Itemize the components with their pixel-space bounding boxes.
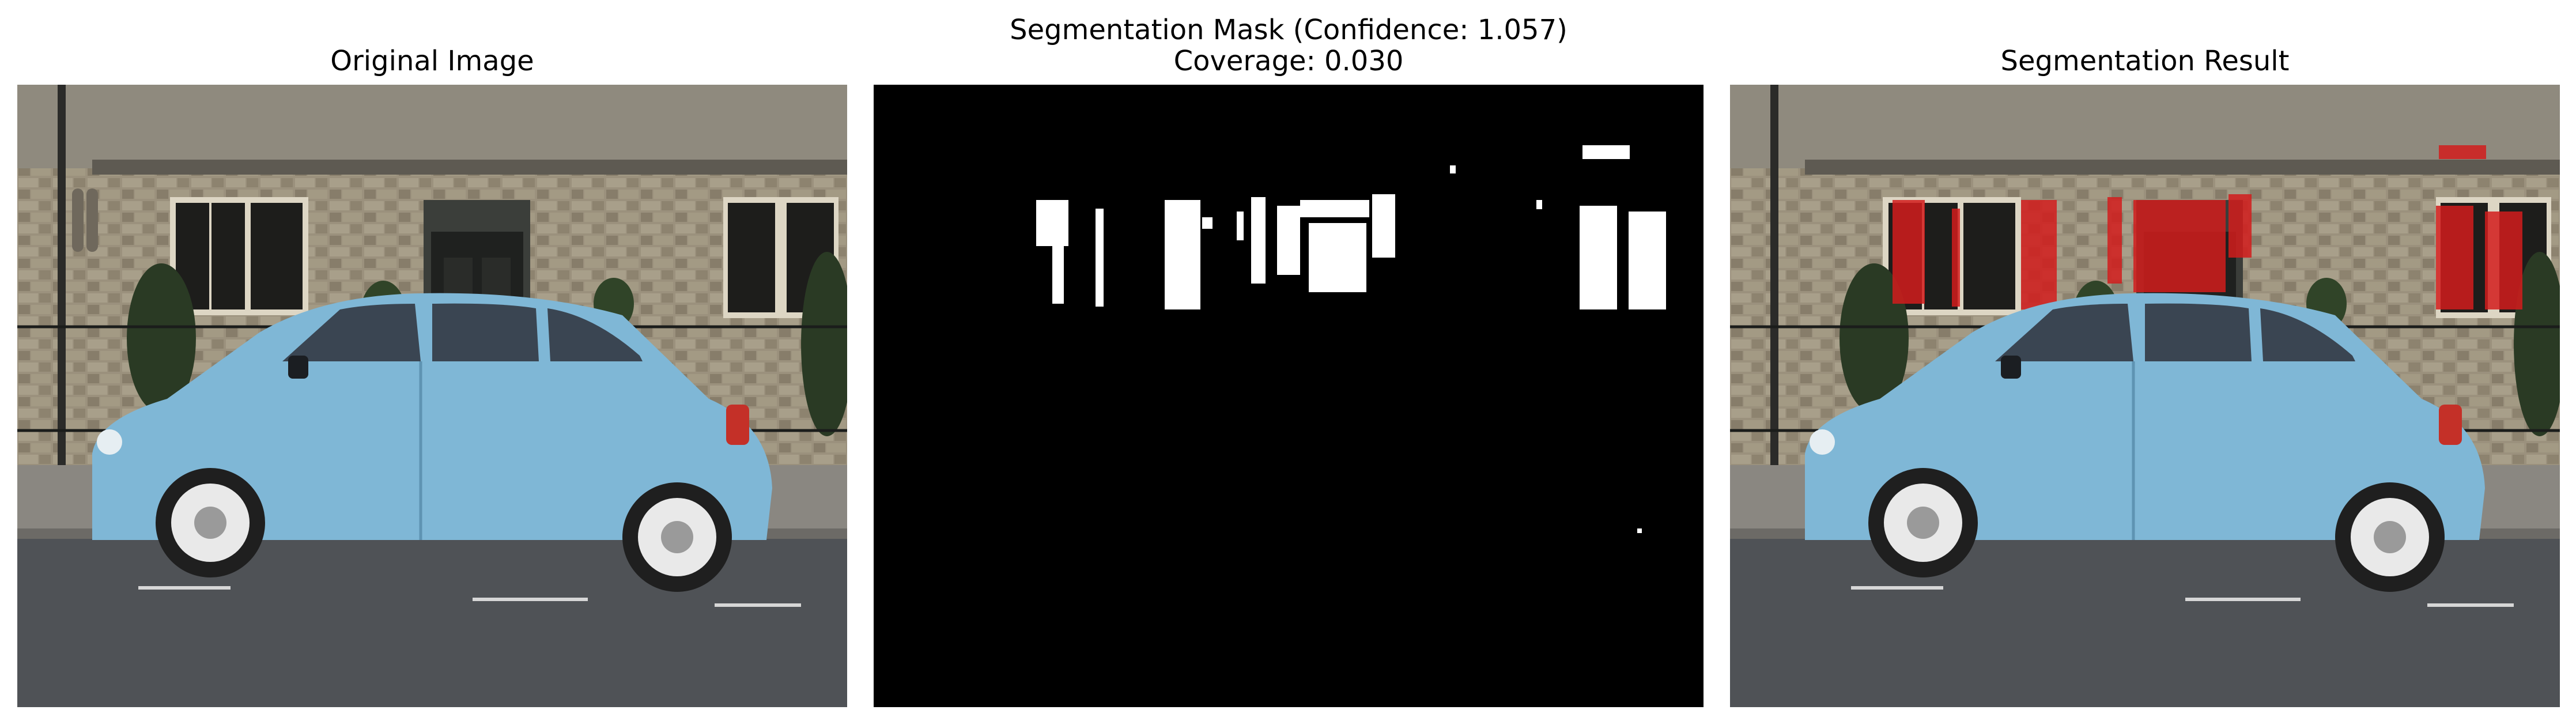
segmentation-mask-panel — [874, 85, 1704, 707]
original-image-panel — [17, 85, 847, 707]
original-image — [17, 85, 847, 707]
window-left — [170, 197, 308, 315]
panel-title-mask-confidence: Segmentation Mask (Confidence: 1.057) — [1010, 14, 1567, 46]
panel-title-original: Original Image — [330, 45, 534, 77]
segmentation-mask — [874, 85, 1704, 707]
blue-car — [1805, 293, 2485, 592]
panel-title-result: Segmentation Result — [2000, 45, 2290, 77]
segmentation-result-panel — [1730, 85, 2560, 707]
segmentation-result-image — [1730, 85, 2560, 707]
red-overlay — [1893, 145, 2522, 309]
mask-blobs — [1036, 145, 1666, 533]
panel-title-mask-coverage: Coverage: 0.030 — [1173, 45, 1404, 77]
blue-car — [92, 293, 772, 592]
